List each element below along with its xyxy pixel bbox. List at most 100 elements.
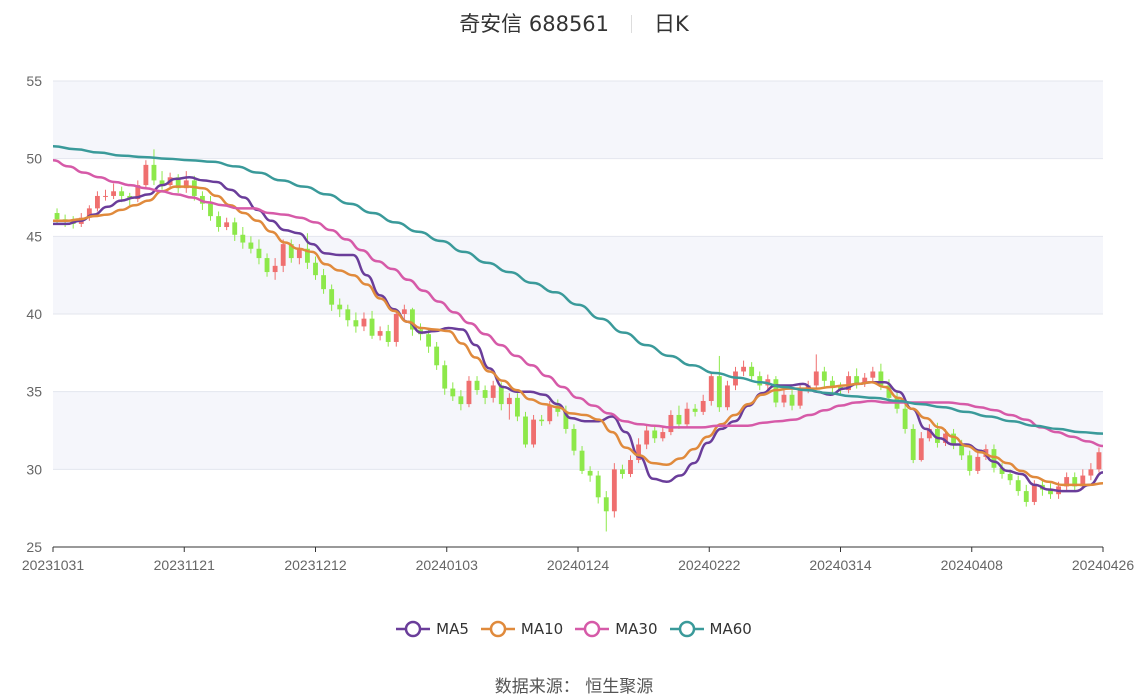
candle-body	[1031, 484, 1037, 502]
candle	[1064, 472, 1070, 492]
candle-body	[1080, 475, 1086, 487]
y-tick-label: 35	[26, 384, 42, 400]
x-tick-label: 20240222	[678, 557, 741, 573]
candle	[410, 307, 415, 336]
candle-body	[401, 309, 407, 314]
candle-body	[175, 177, 181, 189]
candle-body	[660, 432, 666, 439]
candle	[95, 191, 100, 212]
candle-body	[410, 309, 415, 330]
candle	[757, 371, 763, 391]
x-tick-label: 20240408	[941, 557, 1004, 573]
candle-body	[902, 408, 908, 429]
candle-body	[248, 242, 254, 249]
candle-body	[821, 371, 827, 381]
candle	[781, 390, 787, 408]
candle	[652, 425, 658, 443]
candle-body	[676, 414, 682, 425]
candle-body	[797, 390, 803, 406]
candle-body	[377, 331, 383, 336]
candle	[385, 324, 391, 347]
legend-marker	[669, 620, 704, 638]
candle	[967, 450, 973, 476]
candle	[103, 189, 108, 201]
x-tick-label: 20240426	[1072, 557, 1135, 573]
y-axis-ticks: 25 30 35 40 45 50 55	[26, 73, 42, 555]
band	[53, 81, 1103, 159]
candle-body	[288, 244, 294, 259]
y-tick-label: 40	[26, 306, 42, 322]
x-tick-label: 20231212	[284, 557, 347, 573]
legend-label: MA60	[709, 620, 752, 638]
legend-item-ma5[interactable]: MA5	[396, 620, 469, 638]
candle	[749, 362, 755, 381]
candle	[926, 424, 932, 442]
candle-body	[434, 346, 440, 366]
candle-body	[1015, 480, 1021, 492]
legend-marker	[480, 620, 515, 638]
candle-body	[926, 428, 932, 439]
candle-body	[935, 428, 940, 443]
candle	[208, 195, 213, 221]
candle	[143, 160, 149, 189]
candle-body	[571, 428, 577, 451]
candle	[393, 309, 399, 347]
candle	[531, 414, 536, 448]
candle-body	[813, 371, 819, 386]
candle-body	[692, 408, 698, 412]
legend-item-ma30[interactable]: MA30	[575, 620, 658, 638]
candle-body	[959, 444, 965, 456]
candle	[910, 424, 916, 464]
legend-label: MA10	[520, 620, 564, 638]
candle	[692, 404, 698, 417]
candle-body	[515, 397, 520, 417]
candle-body	[870, 371, 876, 378]
candle-body	[555, 405, 561, 412]
candle-body	[232, 222, 238, 235]
y-tick-label: 55	[26, 73, 42, 89]
stock-name: 奇安信 688561	[459, 12, 610, 36]
candle	[611, 463, 617, 518]
candle-body	[264, 258, 270, 273]
candle-body	[240, 234, 246, 243]
legend-item-ma10[interactable]: MA10	[480, 620, 564, 638]
title-separator	[631, 15, 633, 33]
candle	[321, 268, 326, 294]
candle	[515, 393, 520, 422]
candle	[725, 380, 730, 411]
candlesticks	[54, 149, 1102, 532]
legend-item-ma60[interactable]: MA60	[669, 620, 752, 638]
candle-body	[830, 380, 835, 388]
y-tick-label: 45	[26, 228, 42, 244]
candle-body	[846, 376, 851, 391]
candle-body	[1023, 491, 1029, 502]
candle-body	[628, 460, 633, 474]
candle-body	[482, 390, 488, 398]
candle-body	[103, 195, 108, 197]
candle	[151, 149, 157, 186]
candle	[1023, 484, 1029, 507]
candle-body	[531, 419, 536, 445]
candle-body	[975, 456, 981, 471]
candle-body	[208, 203, 213, 217]
candle-body	[918, 438, 924, 461]
candle	[636, 438, 641, 464]
candle	[660, 427, 666, 442]
candle	[313, 256, 318, 280]
y-tick-label: 25	[26, 539, 42, 555]
series-line-ma60	[52, 144, 1104, 435]
band	[53, 236, 1103, 314]
candle-body	[313, 262, 318, 276]
candle	[280, 239, 286, 273]
y-tick-label: 30	[26, 461, 42, 477]
candle-body	[854, 376, 860, 384]
candle-body	[725, 385, 730, 408]
candle-body	[224, 222, 230, 228]
candle	[789, 390, 795, 411]
candle-body	[143, 164, 149, 186]
candle	[1096, 447, 1102, 473]
candle-body	[684, 408, 690, 425]
candle	[991, 444, 997, 473]
candle	[1015, 475, 1021, 496]
candle	[587, 466, 593, 482]
